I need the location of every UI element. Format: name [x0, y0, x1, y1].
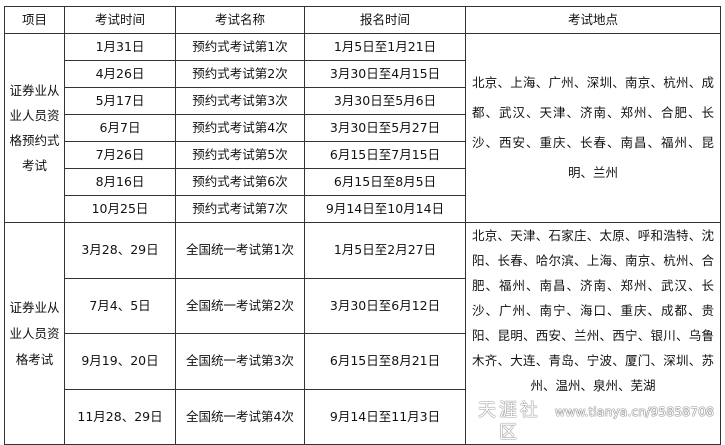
exam-name-cell: 预约式考试第6次	[175, 168, 305, 196]
table-row: 4月26日 预约式考试第2次 3月30日至4月15日	[5, 60, 721, 88]
exam-time-cell: 3月28、29日	[64, 222, 176, 279]
exam-name-cell: 预约式考试第4次	[175, 114, 305, 142]
watermark-url: www.tianya.cn/95858708	[554, 404, 714, 419]
exam-name-cell: 全国统一考试第4次	[175, 388, 305, 445]
header-row: 项目 考试时间 考试名称 报名时间 考试地点	[4, 6, 721, 34]
exam-name-cell: 预约式考试第7次	[175, 195, 305, 223]
registration-time-cell: 6月15日至7月15日	[304, 141, 466, 169]
exam-name-cell: 全国统一考试第3次	[175, 333, 305, 390]
exam-time-cell: 4月26日	[64, 60, 176, 88]
table-row: 证券业从业人员资格考试 3月28、29日 全国统一考试第1次 1月5日至2月27日 北京…	[4, 222, 721, 445]
category-cell: 证券业从业人员资格考试	[4, 222, 65, 445]
exam-time-cell: 7月26日	[64, 141, 176, 169]
exam-name-cell: 预约式考试第5次	[175, 141, 305, 169]
exam-time-cell: 9月19、20日	[64, 333, 176, 390]
exam-name-cell: 预约式考试第1次	[175, 33, 305, 61]
exam-name-cell: 全国统一考试第2次	[175, 277, 305, 334]
exam-time-cell: 7月4、5日	[64, 277, 176, 334]
category-cell: 证券业从业人员资格预约式考试	[4, 33, 65, 223]
header-cell: 项目	[4, 6, 65, 34]
exam-time-cell: 5月17日	[64, 87, 176, 115]
registration-time-cell: 9月14日至11月3日	[304, 388, 466, 445]
exam-name-cell: 全国统一考试第1次	[175, 222, 305, 279]
header-cell: 报名时间	[304, 6, 466, 34]
table-row: 5月17日 预约式考试第3次 3月30日至5月6日	[5, 87, 721, 115]
registration-time-cell: 6月15日至8月5日	[304, 168, 466, 196]
exam-time-cell: 8月16日	[64, 168, 176, 196]
table-row: 8月16日 预约式考试第6次 6月15日至8月5日	[5, 168, 721, 196]
table-row: 证券业从业人员资格预约式考试 1月31日 预约式考试第1次 1月5日至1月21日 北京、…	[4, 33, 721, 223]
exam-time-cell: 10月25日	[64, 195, 176, 223]
exam-places-cell: 北京、天津、石家庄、太原、呼和浩特、沈阳、长春、哈尔滨、上海、南京、杭州、合肥、…	[465, 222, 721, 445]
table-row: 9月19、20日 全国统一考试第3次 6月15日至8月21日	[5, 333, 721, 390]
table-row: 6月7日 预约式考试第4次 3月30日至5月27日	[5, 114, 721, 142]
header-cell: 考试地点	[465, 6, 721, 34]
table-row: 7月4、5日 全国统一考试第2次 3月30日至6月12日	[5, 277, 721, 334]
watermark-logo: 天涯社区	[477, 400, 541, 443]
exam-time-cell: 11月28、29日	[64, 388, 176, 445]
registration-time-cell: 1月5日至2月27日	[304, 222, 466, 279]
exam-places-text: 北京、天津、石家庄、太原、呼和浩特、沈阳、长春、哈尔滨、上海、南京、杭州、合肥、…	[472, 228, 714, 393]
registration-time-cell: 3月30日至5月27日	[304, 114, 466, 142]
exam-name-cell: 预约式考试第3次	[175, 87, 305, 115]
header-cell: 考试时间	[64, 6, 176, 34]
exam-places-text: 北京、上海、广州、深圳、南京、杭州、成都、武汉、天津、济南、郑州、合肥、长沙、西…	[472, 75, 714, 180]
exam-schedule-table: 项目 考试时间 考试名称 报名时间 考试地点 证券业从业人员资格预约式考试 1月3…	[4, 6, 721, 445]
registration-time-cell: 3月30日至5月6日	[304, 87, 466, 115]
registration-time-cell: 6月15日至8月21日	[304, 333, 466, 390]
header-cell: 考试名称	[175, 6, 305, 34]
watermark: 天涯社区 www.tianya.cn/95858708	[472, 400, 714, 444]
registration-time-cell: 1月5日至1月21日	[304, 33, 466, 61]
exam-time-cell: 1月31日	[64, 33, 176, 61]
registration-time-cell: 3月30日至6月12日	[304, 277, 466, 334]
registration-time-cell: 3月30日至4月15日	[304, 60, 466, 88]
exam-name-cell: 预约式考试第2次	[175, 60, 305, 88]
exam-places-cell: 北京、上海、广州、深圳、南京、杭州、成都、武汉、天津、济南、郑州、合肥、长沙、西…	[465, 33, 721, 223]
table-row: 10月25日 预约式考试第7次 9月14日至10月14日	[5, 195, 721, 223]
registration-time-cell: 9月14日至10月14日	[304, 195, 466, 223]
exam-time-cell: 6月7日	[64, 114, 176, 142]
table-row: 7月26日 预约式考试第5次 6月15日至7月15日	[5, 141, 721, 169]
